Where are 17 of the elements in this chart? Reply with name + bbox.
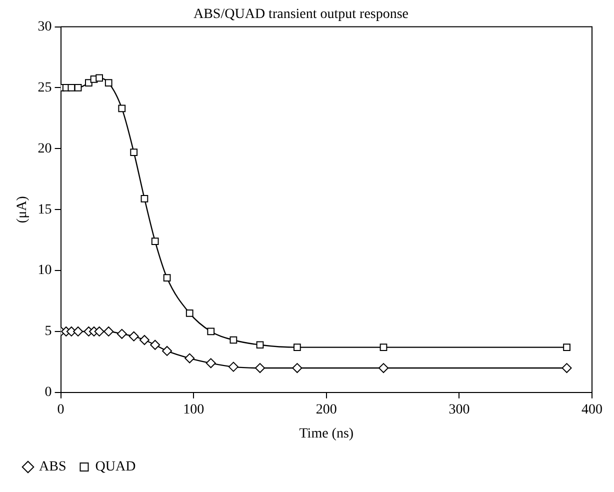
y-tick-label: 30 [38, 19, 52, 34]
legend-label: QUAD [95, 460, 136, 475]
y-tick-label: 15 [38, 202, 52, 218]
y-tick-label: 0 [44, 385, 52, 400]
y-tick-label: 25 [38, 80, 52, 96]
x-tick-label: 100 [183, 402, 204, 418]
x-tick-label: 200 [316, 402, 337, 418]
y-axis-title: (μA) [15, 196, 30, 224]
x-axis-title: Time (ns) [299, 426, 354, 442]
y-tick-label: 10 [38, 263, 52, 278]
y-tick-label: 20 [38, 141, 52, 156]
x-tick-label: 300 [448, 402, 470, 418]
y-tick-label: 5 [44, 324, 52, 340]
x-tick-label: 400 [582, 402, 602, 418]
chart-title: ABS/QUAD transient output response [193, 7, 409, 22]
legend-label: ABS [39, 460, 66, 475]
x-tick-label: 0 [57, 402, 64, 418]
